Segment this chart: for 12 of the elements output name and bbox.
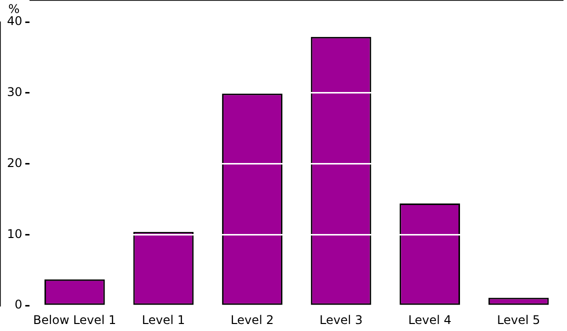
x-tick-label: Level 5 [497, 312, 540, 327]
y-tick-label: 40 [6, 14, 22, 28]
y-tick-label: 30 [6, 85, 22, 100]
x-tick-label: Level 4 [408, 312, 452, 327]
y-tick-label: 20 [6, 156, 22, 170]
x-tick-label: Level 2 [230, 312, 274, 327]
x-tick-label: Level 3 [319, 312, 363, 327]
x-tick-label: Level 1 [142, 312, 186, 327]
y-tick-label: 10 [6, 226, 22, 241]
x-tick-label: Below Level 1 [33, 312, 116, 327]
y-axis-title: % [8, 2, 20, 16]
y-tick-label: 0 [14, 298, 22, 312]
